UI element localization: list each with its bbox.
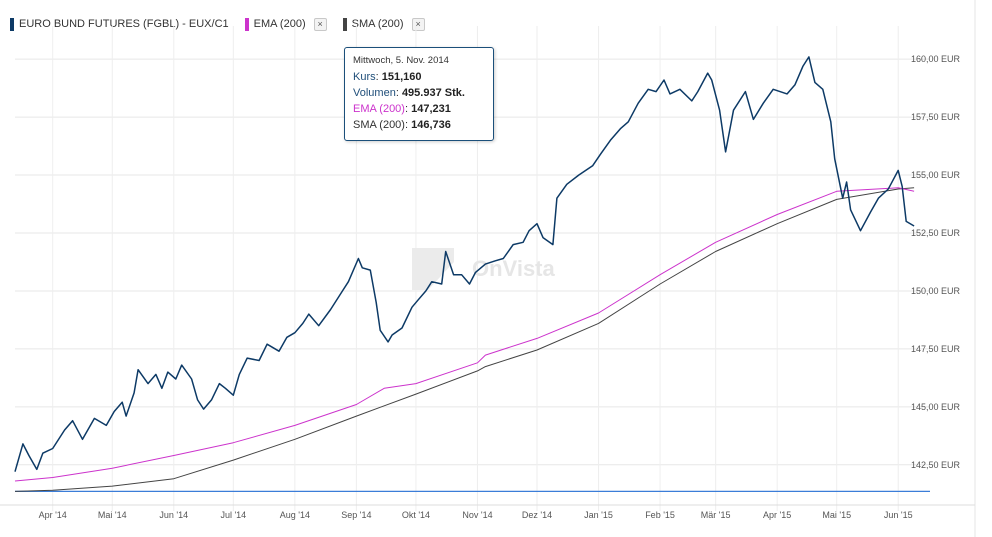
- tooltip-separator: :: [375, 71, 382, 83]
- x-tick-label: Dez '14: [522, 510, 552, 520]
- y-tick-label: 152,50 EUR: [911, 228, 961, 238]
- x-tick-label: Jan '15: [584, 510, 613, 520]
- y-tick-label: 142,50 EUR: [911, 460, 961, 470]
- tooltip-separator: :: [404, 119, 412, 131]
- onvista-watermark: OnVista: [472, 256, 556, 281]
- y-tick-label: 147,50 EUR: [911, 344, 961, 354]
- tooltip-separator: :: [404, 103, 412, 115]
- tooltip-value: 151,160: [381, 71, 422, 83]
- y-tick-label: 160,00 EUR: [911, 54, 961, 64]
- x-tick-label: Jun '14: [159, 510, 188, 520]
- x-tick-label: Mai '15: [822, 510, 851, 520]
- y-tick-label: 145,00 EUR: [911, 402, 961, 412]
- tooltip-value: 495.937 Stk.: [401, 87, 465, 99]
- sma-200-line: [14, 187, 915, 492]
- legend-swatch: [10, 17, 14, 31]
- tooltip-label: EMA (200): [353, 103, 405, 115]
- x-tick-label: Mär '15: [701, 510, 731, 520]
- y-tick-label: 155,00 EUR: [911, 170, 961, 180]
- tooltip-separator: :: [395, 87, 402, 99]
- x-tick-label: Nov '14: [462, 510, 492, 520]
- x-tick-label: Sep '14: [341, 510, 371, 520]
- y-tick-label: 150,00 EUR: [911, 286, 961, 296]
- x-tick-label: Jun '15: [884, 510, 913, 520]
- legend-swatch: [244, 17, 249, 31]
- tooltip-row: EMA (200): 147,231: [353, 101, 485, 117]
- tooltip-label: Volumen: [353, 87, 396, 99]
- chart-legend: EURO BUND FUTURES (FGBL) - EUX/C1 EMA (20…: [10, 15, 441, 33]
- legend-item: EMA (200) ×: [244, 17, 327, 31]
- x-tick-label: Aug '14: [280, 510, 310, 520]
- onvista-logo-icon: [412, 248, 454, 290]
- tooltip-value: 146,736: [411, 119, 451, 131]
- price-line: [14, 56, 915, 472]
- x-tick-label: Apr '14: [39, 510, 67, 520]
- tooltip-row: Volumen: 495.937 Stk.: [353, 85, 485, 101]
- tooltip-row: Kurs: 151,160: [353, 69, 485, 85]
- y-axis: 142,50 EUR 145,00 EUR 147,50 EUR 150,00 EUR…: [911, 54, 961, 470]
- ema-200-line: [14, 187, 915, 482]
- tooltip-value: 147,231: [411, 103, 451, 115]
- tooltip-label: SMA (200): [353, 119, 405, 131]
- legend-item: EURO BUND FUTURES (FGBL) - EUX/C1: [10, 17, 229, 31]
- x-tick-label: Jul '14: [220, 510, 246, 520]
- tooltip-label: Kurs: [353, 71, 376, 83]
- x-tick-label: Feb '15: [645, 510, 675, 520]
- tooltip-row: SMA (200): 146,736: [353, 117, 485, 133]
- x-axis: Apr '14 Mai '14 Jun '14 Jul '14 Aug '14 Sep '…: [39, 510, 913, 520]
- chart-series: [14, 56, 930, 493]
- remove-indicator-close-icon[interactable]: ×: [411, 17, 425, 31]
- legend-swatch: [342, 17, 347, 31]
- data-tooltip: Mittwoch, 5. Nov. 2014 Kurs: 151,160 Volu…: [344, 47, 494, 141]
- remove-indicator-close-icon[interactable]: ×: [313, 17, 327, 31]
- legend-label: SMA (200): [351, 18, 404, 30]
- x-tick-label: Okt '14: [402, 510, 430, 520]
- legend-label: EURO BUND FUTURES (FGBL) - EUX/C1: [19, 18, 229, 30]
- y-tick-label: 157,50 EUR: [911, 112, 961, 122]
- tooltip-date: Mittwoch, 5. Nov. 2014: [353, 55, 449, 66]
- x-tick-label: Apr '15: [763, 510, 791, 520]
- legend-label: EMA (200): [253, 18, 306, 30]
- x-tick-label: Mai '14: [98, 510, 127, 520]
- legend-item: SMA (200) ×: [342, 17, 425, 31]
